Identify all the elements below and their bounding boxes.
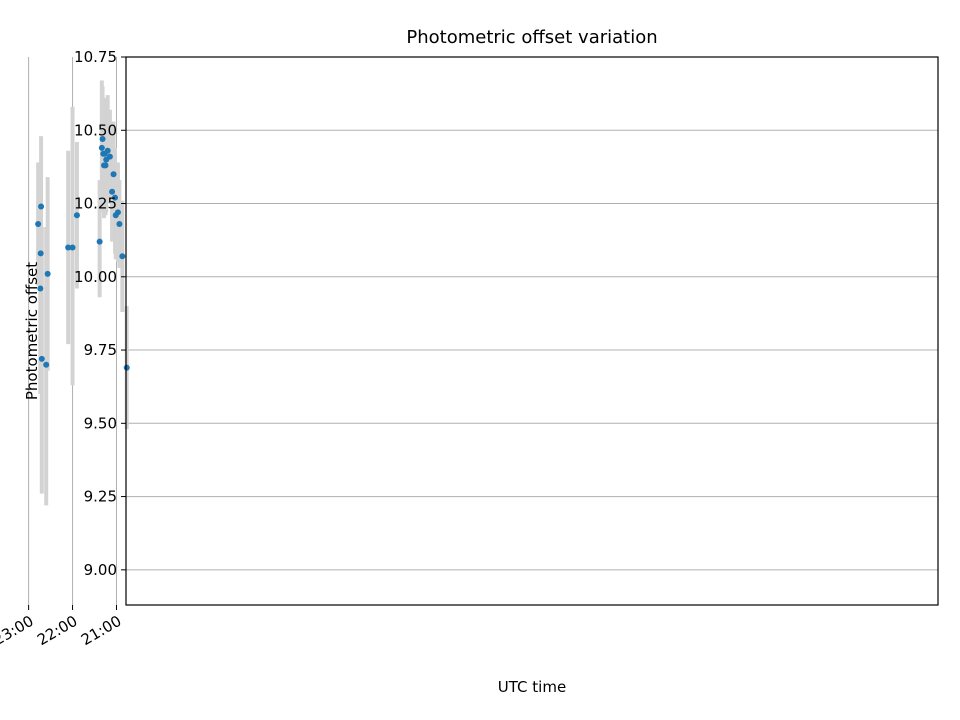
data-point <box>37 250 44 257</box>
data-point <box>38 355 45 362</box>
y-tick-label: 10.75 <box>74 48 117 66</box>
data-point <box>99 136 106 143</box>
grid <box>28 56 938 605</box>
data-point <box>37 285 44 292</box>
data-point <box>69 244 76 251</box>
data-point <box>109 188 116 195</box>
data-point <box>73 212 80 219</box>
chart-title: Photometric offset variation <box>406 27 657 48</box>
data-point <box>116 221 123 228</box>
y-tick-label: 9.00 <box>84 561 117 579</box>
y-tick-label: 10.00 <box>74 268 117 286</box>
y-axis-title: Photometric offset <box>23 262 41 400</box>
data-point <box>44 270 51 277</box>
plot-frame <box>125 56 939 606</box>
y-tick-label: 9.50 <box>84 414 117 432</box>
data-point <box>38 203 45 210</box>
data-point <box>100 150 107 157</box>
data-point <box>98 144 105 151</box>
data-point <box>112 194 119 201</box>
data-point <box>101 162 108 169</box>
data-point <box>96 238 103 245</box>
data-points <box>35 136 130 371</box>
data-point <box>43 361 50 368</box>
data-point <box>65 244 72 251</box>
data-point <box>35 221 42 228</box>
data-point <box>112 212 119 219</box>
y-axis: 9.00 9.25 9.50 9.75 10.00 10.25 10.50 10.75 <box>74 48 126 579</box>
data-point <box>123 364 130 371</box>
data-point <box>103 156 110 163</box>
y-tick-label: 10.25 <box>74 195 117 213</box>
x-axis-title: UTC time <box>498 678 566 696</box>
y-tick-label: 10.50 <box>74 121 117 139</box>
data-point <box>119 253 126 260</box>
data-point <box>110 171 117 178</box>
y-tick-label: 9.25 <box>84 488 117 506</box>
y-tick-label: 9.75 <box>84 341 117 359</box>
